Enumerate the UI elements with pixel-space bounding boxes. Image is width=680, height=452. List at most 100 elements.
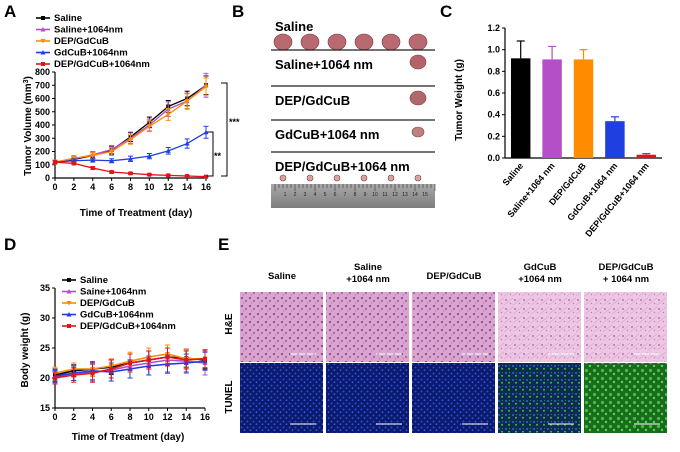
row-label-he: H&E — [224, 313, 235, 334]
tumor-specimen — [387, 174, 395, 182]
data-point — [203, 129, 209, 135]
y-tick-label: 100 — [35, 160, 50, 170]
x-tick-label: 10 — [144, 182, 154, 192]
series-line — [54, 84, 207, 163]
bar — [636, 154, 657, 158]
data-point — [109, 170, 114, 175]
x-tick-label: 4 — [90, 412, 95, 422]
y-tick-label: 35 — [40, 283, 50, 293]
legend-label: DEP/GdCuB+1064nm — [80, 321, 176, 332]
y-tick-label: 30 — [40, 313, 50, 323]
data-point — [71, 373, 76, 377]
body-weight-series — [52, 344, 208, 385]
ruler-number: 1 — [284, 192, 287, 198]
data-point — [146, 124, 152, 129]
x-tick-label: 2 — [71, 412, 76, 422]
tumor-specimen — [273, 33, 293, 51]
legend-label: Saline — [54, 13, 82, 24]
ruler-number: 5 — [324, 192, 327, 198]
tumor-volume-series — [52, 72, 209, 179]
tumor-specimen — [408, 33, 428, 51]
ruler-number: 8 — [354, 192, 357, 198]
body-weight-axes: 15 20 25 30 35 0 2 4 6 8 10 12 14 16 — [40, 283, 210, 422]
x-tick-label: 14 — [182, 182, 192, 192]
he-stain-tile — [584, 292, 667, 362]
data-point — [165, 148, 171, 153]
data-point — [53, 376, 57, 380]
y-tick-label: 0.2 — [487, 131, 500, 141]
x-tick-label: 4 — [90, 182, 95, 192]
data-point — [90, 153, 96, 158]
data-point — [147, 172, 152, 177]
y-tick-label: 800 — [35, 67, 50, 77]
legend-label: GdCuB+1064nm — [80, 310, 154, 321]
data-point — [165, 355, 170, 359]
he-stain-tile — [240, 292, 323, 362]
ruler-number: 7 — [344, 192, 347, 198]
tumor-specimen — [306, 174, 314, 182]
data-point — [109, 149, 115, 154]
tumor-volume-axes: 0 100 200 300 400 500 600 700 800 0 2 4 6 8 10 12 14 16 — [35, 67, 211, 192]
series-line — [54, 86, 207, 163]
data-point — [53, 160, 57, 165]
x-tick-label: 0 — [52, 412, 57, 422]
ruler-number: 2 — [294, 192, 297, 198]
tumor-specimen — [327, 33, 347, 51]
tumor-specimen — [409, 54, 427, 70]
ruler-number: 14 — [412, 192, 418, 198]
y-tick-label: 0.8 — [487, 66, 500, 76]
tumor-volume-chart: SalineSaline+1064nmDEP/GdCuBGdCuB+1064nm… — [23, 13, 241, 219]
data-point — [128, 156, 133, 161]
legend-marker — [67, 278, 71, 282]
data-point — [90, 371, 95, 376]
panel-letter-a: A — [4, 2, 16, 21]
tunel-stain-tile — [498, 363, 581, 433]
tumor-volume-x-label: Time of Treatment (day) — [80, 208, 193, 219]
tumor-specimen — [409, 90, 427, 106]
column-header: Saline — [354, 262, 382, 273]
ruler-number: 4 — [314, 192, 317, 198]
legend-label: Saline+1064nm — [54, 25, 123, 36]
ruler-number: 6 — [334, 192, 337, 198]
x-tick-label: 6 — [109, 182, 114, 192]
legend-label: GdCuB+1064nm — [54, 48, 128, 59]
row-label: DEP/GdCuB — [275, 93, 350, 108]
tumor-specimen — [279, 174, 287, 182]
x-tick-label: 14 — [181, 412, 191, 422]
data-point — [203, 356, 207, 361]
data-point — [184, 358, 189, 362]
data-point — [166, 173, 171, 178]
y-tick-label: 0.4 — [487, 110, 500, 120]
column-header: DEP/GdCuB — [599, 262, 654, 273]
panel-letter-e: E — [218, 235, 229, 254]
ruler-number: 15 — [422, 192, 428, 198]
ruler-number: 11 — [382, 192, 387, 198]
y-tick-label: 25 — [40, 343, 50, 353]
tumor-photo-panel: Saline Saline+1064 nm DEP/GdCuB GdCuB+1064 … — [271, 10, 436, 210]
legend-label: DEP/GdCuB — [80, 298, 135, 309]
legend-marker — [40, 27, 46, 32]
bar — [573, 59, 594, 158]
column-header: GdCuB — [524, 262, 557, 273]
significance-stars-small: ** — [214, 151, 222, 161]
significance-stars-large: *** — [229, 117, 240, 127]
ruler-number: 13 — [402, 192, 408, 198]
row-label-tunel: TUNEL — [224, 380, 235, 413]
category-label: Saline — [501, 161, 526, 188]
tunel-stain-tile — [584, 363, 667, 433]
tumor-specimen — [333, 174, 341, 182]
x-tick-label: 12 — [162, 412, 172, 422]
series-line — [54, 84, 207, 163]
legend-label: DEP/GdCuB+1064nm — [54, 59, 150, 70]
tumor-specimen — [360, 174, 368, 182]
ruler-number: 9 — [364, 192, 367, 198]
panel-letter-b: B — [232, 2, 244, 21]
data-point — [204, 174, 208, 179]
data-point — [184, 141, 190, 146]
y-tick-label: 500 — [35, 107, 50, 117]
tunel-stain-tile — [412, 363, 495, 433]
y-tick-label: 700 — [35, 80, 50, 90]
significance-bracket-large — [221, 82, 228, 177]
column-header: + 1064 nm — [603, 274, 649, 285]
